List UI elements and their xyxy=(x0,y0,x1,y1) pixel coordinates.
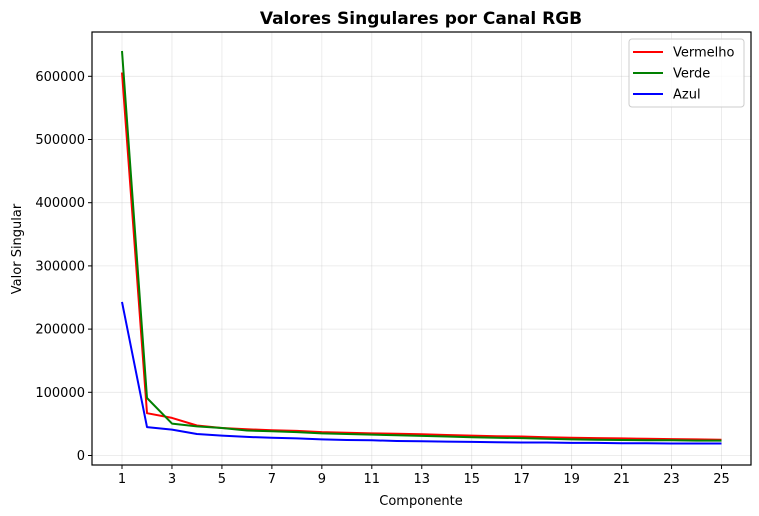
series-line-azul xyxy=(121,301,722,445)
y-axis-ticks: 0 100000 200000 300000 400000 500000 600000 xyxy=(35,70,92,464)
y-tick-label: 0 xyxy=(77,449,85,464)
x-tick-label: 23 xyxy=(663,472,680,487)
x-tick-label: 9 xyxy=(318,472,326,487)
x-tick-label: 25 xyxy=(713,472,730,487)
y-tick-label: 600000 xyxy=(35,70,85,85)
legend: Vermelho Verde Azul xyxy=(628,38,745,108)
series-line-verde xyxy=(121,50,722,442)
x-tick-label: 5 xyxy=(218,472,226,487)
x-tick-label: 13 xyxy=(413,472,430,487)
x-tick-label: 3 xyxy=(168,472,176,487)
y-tick-label: 200000 xyxy=(35,323,85,338)
x-tick-label: 17 xyxy=(513,472,530,487)
x-tick-label: 21 xyxy=(613,472,630,487)
y-tick-label: 100000 xyxy=(35,386,85,401)
x-tick-label: 1 xyxy=(118,472,126,487)
x-axis-label: Componente xyxy=(379,494,462,509)
x-tick-label: 11 xyxy=(364,472,381,487)
chart-title: Valores Singulares por Canal RGB xyxy=(260,9,582,29)
x-tick-label: 15 xyxy=(463,472,480,487)
legend-box xyxy=(628,38,745,108)
x-tick-label: 19 xyxy=(563,472,580,487)
legend-label-vermelho: Vermelho xyxy=(673,46,735,61)
x-tick-label: 7 xyxy=(268,472,276,487)
data-series xyxy=(121,50,722,445)
y-tick-label: 500000 xyxy=(35,133,85,148)
legend-label-verde: Verde xyxy=(673,67,710,82)
legend-label-azul: Azul xyxy=(673,88,701,103)
y-tick-label: 300000 xyxy=(35,259,85,274)
y-tick-label: 400000 xyxy=(35,196,85,211)
x-axis-ticks: 1 3 5 7 9 11 13 15 17 19 21 23 25 xyxy=(118,465,730,487)
y-axis-label: Valor Singular xyxy=(10,203,25,294)
